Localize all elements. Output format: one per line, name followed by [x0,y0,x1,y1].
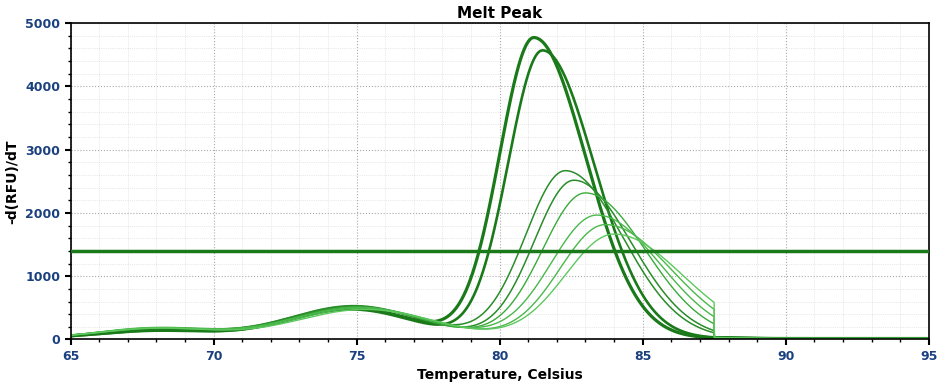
Title: Melt Peak: Melt Peak [457,5,542,21]
X-axis label: Temperature, Celsius: Temperature, Celsius [417,369,583,383]
Y-axis label: -d(RFU)/dT: -d(RFU)/dT [6,139,20,223]
